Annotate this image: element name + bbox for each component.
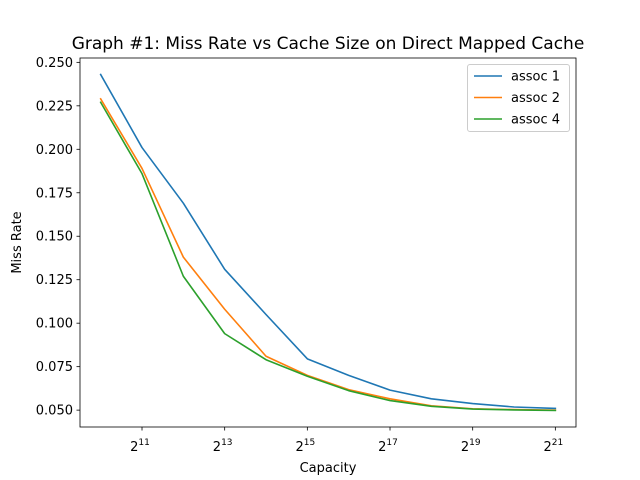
x-tick-base: 2: [130, 440, 138, 455]
x-tick-label: 221: [543, 438, 563, 455]
x-axis-ticks: 211 213 215 217 219 221: [130, 427, 563, 455]
x-tick-base: 2: [461, 440, 469, 455]
series-line-assoc-1: [99, 73, 557, 410]
x-tick-exponent: 17: [386, 438, 397, 448]
plot-frame: [79, 57, 577, 428]
y-tick-label: 0.250: [36, 56, 73, 71]
y-tick-label: 0.225: [36, 99, 73, 114]
y-tick-label: 0.100: [36, 317, 73, 332]
y-axis-label: Miss Rate: [10, 211, 25, 273]
y-tick-label: 0.075: [36, 360, 73, 375]
x-tick-exponent: 11: [138, 438, 149, 448]
x-tick-exponent: 19: [469, 438, 481, 448]
x-tick-exponent: 13: [221, 438, 232, 448]
x-tick-label: 219: [461, 438, 481, 455]
chart-title: Graph #1: Miss Rate vs Cache Size on Dir…: [72, 34, 585, 54]
x-tick-label: 211: [130, 438, 150, 455]
y-tick-label: 0.175: [36, 186, 73, 201]
series-line-assoc-4: [99, 101, 557, 412]
x-tick-label: 215: [295, 438, 315, 455]
y-tick-label: 0.125: [36, 273, 73, 288]
series-lines: [99, 73, 557, 412]
legend-label: assoc 4: [511, 113, 560, 128]
x-tick-exponent: 21: [552, 438, 563, 448]
y-tick-label: 0.150: [36, 230, 73, 245]
y-tick-label: 0.200: [36, 143, 73, 158]
legend: assoc 1 assoc 2 assoc 4: [467, 64, 570, 132]
x-tick-base: 2: [213, 440, 221, 455]
x-tick-base: 2: [378, 440, 386, 455]
x-tick-exponent: 15: [304, 438, 315, 448]
x-tick-base: 2: [543, 440, 551, 455]
legend-label: assoc 2: [511, 91, 560, 106]
legend-label: assoc 1: [511, 70, 560, 85]
x-tick-label: 213: [213, 438, 233, 455]
x-tick-base: 2: [295, 440, 303, 455]
x-tick-label: 217: [378, 438, 398, 455]
legend-box: [467, 64, 570, 132]
y-axis-ticks: 0.050 0.075 0.100 0.125 0.150 0.175 0.200 0.225…: [36, 56, 80, 419]
y-tick-label: 0.050: [36, 404, 73, 419]
x-axis-label: Capacity: [300, 461, 357, 476]
